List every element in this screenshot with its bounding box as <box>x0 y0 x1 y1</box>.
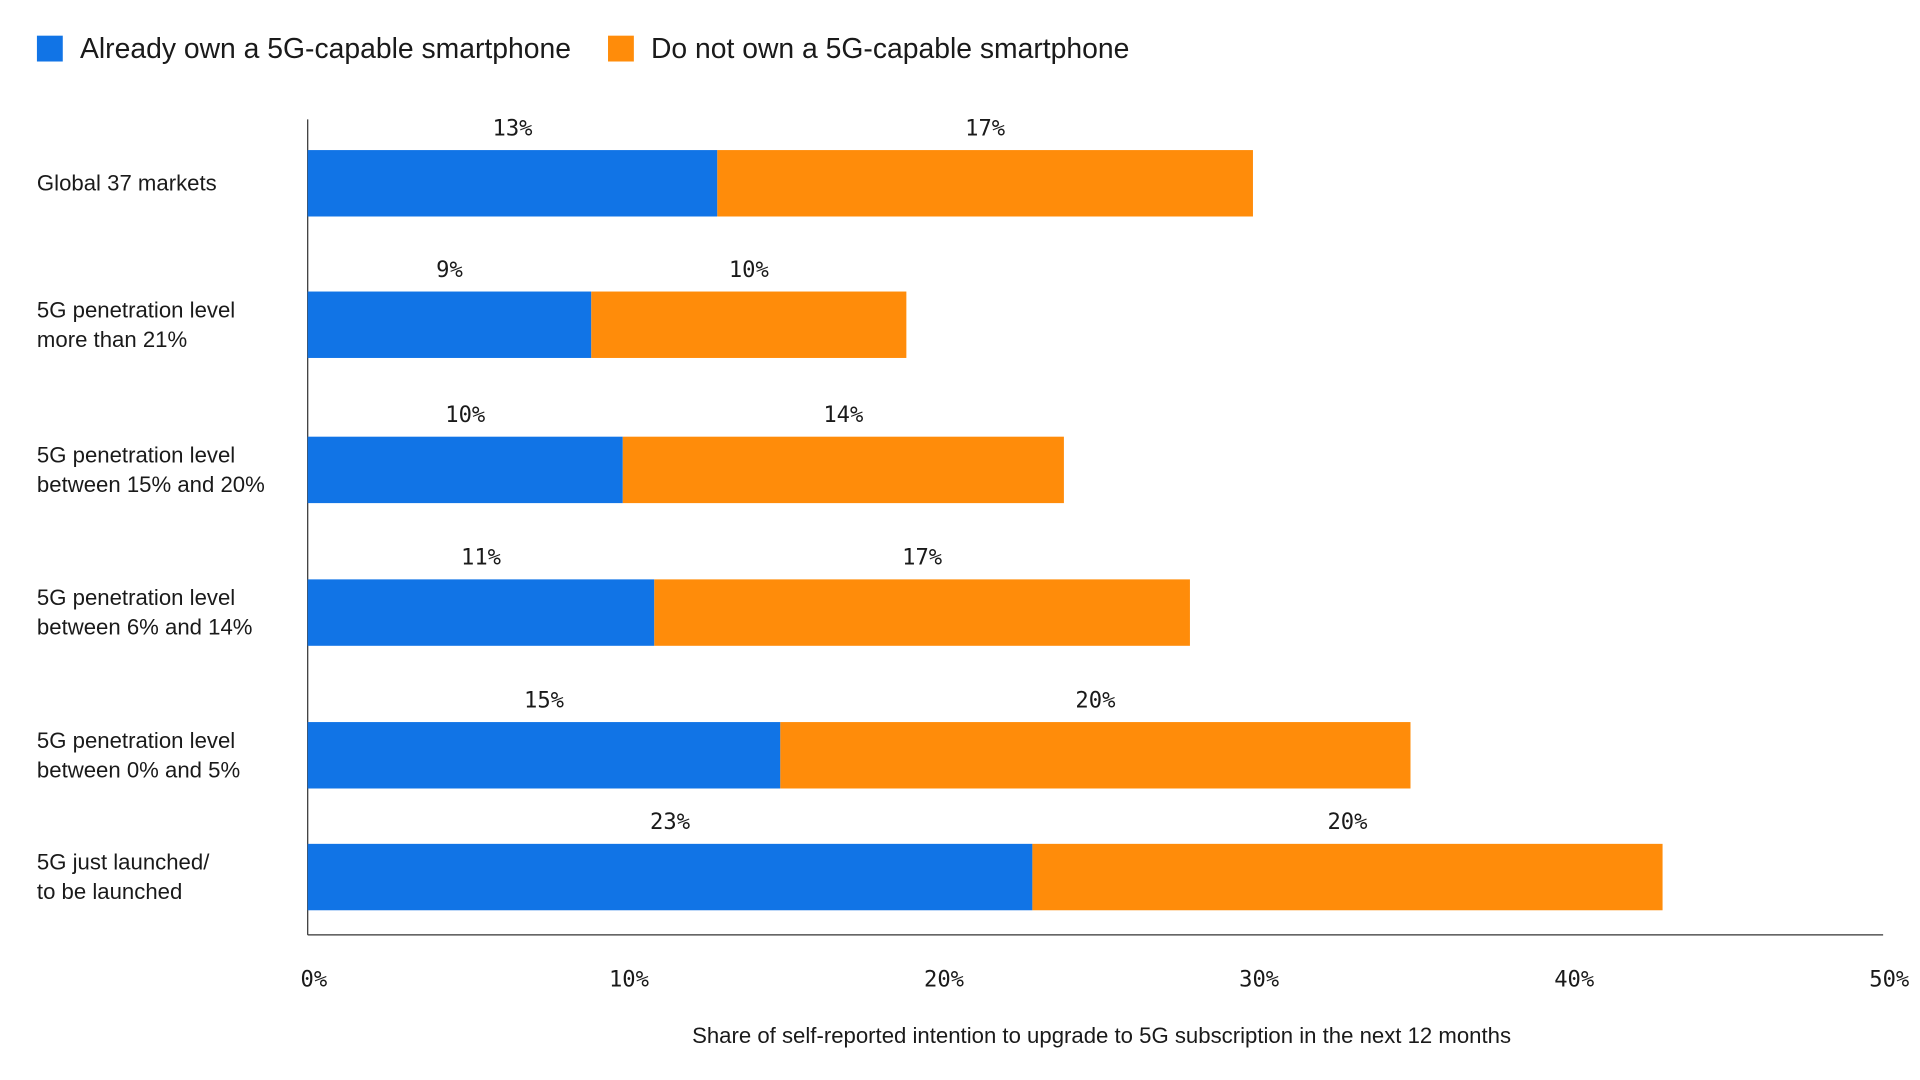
legend-label-own: Already own a 5G-capable smartphone <box>80 31 571 64</box>
data-label: 9% <box>436 257 463 283</box>
legend-swatch-not-own <box>607 35 634 62</box>
legend-item-not-own: Do not own a 5G-capable smartphone <box>607 31 1130 65</box>
legend-swatch-own <box>36 35 63 62</box>
category-label: 5G penetration level between 0% and 5% <box>36 728 241 783</box>
data-label: 13% <box>493 115 533 141</box>
bar-not-own <box>780 722 1411 789</box>
bar-own <box>307 436 623 504</box>
category-label: 5G just launched/ to be launched <box>36 849 210 905</box>
bar-own <box>307 722 781 789</box>
data-label: 11% <box>461 545 501 571</box>
bar-own <box>307 291 592 358</box>
data-label: 10% <box>729 257 769 283</box>
x-tick-label: 0% <box>301 967 328 993</box>
category-label: 5G penetration level between 6% and 14% <box>36 585 253 640</box>
bar-not-own <box>717 150 1253 217</box>
data-label: 14% <box>823 402 863 428</box>
x-tick-label: 20% <box>924 967 964 993</box>
data-label: 17% <box>965 115 1005 141</box>
data-label: 20% <box>1075 687 1115 713</box>
x-tick-label: 30% <box>1239 967 1279 993</box>
bar-own <box>307 843 1033 911</box>
bar-not-own <box>1032 843 1663 911</box>
legend-item-own: Already own a 5G-capable smartphone <box>36 31 571 65</box>
bar-not-own <box>654 579 1190 646</box>
category-label: 5G penetration level between 15% and 20% <box>36 442 265 497</box>
x-axis-label: Share of self-reported intention to upgr… <box>692 1023 1512 1049</box>
data-label: 15% <box>524 687 564 713</box>
category-label: 5G penetration level more than 21% <box>36 297 236 352</box>
bar-own <box>307 579 655 646</box>
x-tick-label: 40% <box>1554 967 1594 993</box>
legend: Already own a 5G-capable smartphone Do n… <box>36 31 1166 65</box>
legend-label-not-own: Do not own a 5G-capable smartphone <box>650 31 1130 64</box>
bar-own <box>307 150 718 217</box>
data-label: 17% <box>902 545 942 571</box>
bar-not-own <box>622 436 1064 504</box>
bar-not-own <box>591 291 907 358</box>
data-label: 10% <box>445 402 485 428</box>
x-tick-label: 50% <box>1869 967 1909 993</box>
x-tick-label: 10% <box>609 967 649 993</box>
category-label: Global 37 markets <box>36 170 217 196</box>
data-label: 20% <box>1327 809 1367 835</box>
data-label: 23% <box>650 809 690 835</box>
